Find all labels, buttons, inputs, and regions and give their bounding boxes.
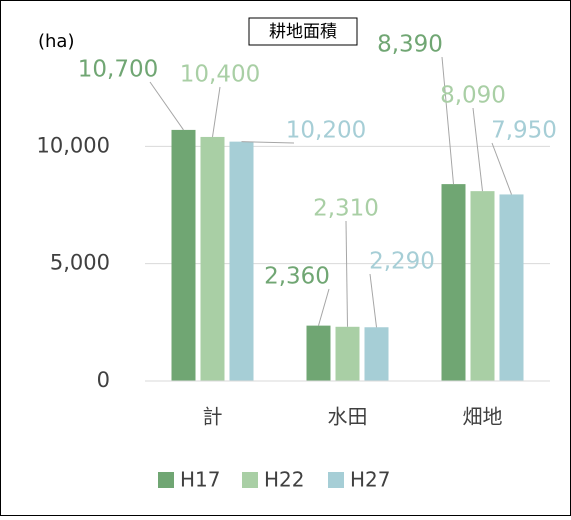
title-box bbox=[248, 17, 358, 46]
leader-line bbox=[149, 81, 184, 131]
y-tick-label: 5,000 bbox=[50, 251, 110, 275]
x-tick-label: 畑地 bbox=[463, 405, 503, 429]
y-axis-label: (ha) bbox=[38, 31, 74, 52]
leader-line bbox=[491, 142, 512, 195]
legend-label: H27 bbox=[350, 468, 391, 492]
x-tick-label: 水田 bbox=[328, 405, 368, 429]
legend-swatch bbox=[242, 472, 258, 488]
bar bbox=[441, 184, 466, 381]
bar bbox=[499, 194, 524, 381]
data-label: 2,290 bbox=[369, 249, 435, 275]
leader-line bbox=[345, 220, 348, 327]
legend-label: H17 bbox=[180, 468, 221, 492]
bar bbox=[470, 191, 495, 381]
y-tick-label: 0 bbox=[97, 368, 110, 392]
data-label: 10,400 bbox=[180, 62, 260, 88]
legend-label: H22 bbox=[264, 468, 305, 492]
data-label: 2,310 bbox=[313, 196, 379, 222]
leader-line bbox=[369, 273, 377, 328]
data-label: 7,950 bbox=[491, 118, 557, 144]
bar bbox=[200, 136, 225, 381]
data-label: 8,390 bbox=[377, 32, 443, 58]
leader-line bbox=[441, 56, 454, 185]
x-tick-label: 計 bbox=[203, 405, 223, 429]
bar bbox=[364, 327, 389, 381]
leader-line bbox=[241, 141, 295, 144]
bar bbox=[171, 129, 196, 381]
leader-line bbox=[472, 107, 483, 192]
legend-swatch bbox=[328, 472, 344, 488]
y-tick-label: 10,000 bbox=[37, 133, 110, 157]
bar bbox=[306, 325, 331, 381]
data-label: 10,700 bbox=[78, 57, 158, 83]
legend-swatch bbox=[158, 472, 174, 488]
data-label: 2,360 bbox=[264, 264, 330, 290]
chart-title: 耕地面積 bbox=[269, 22, 337, 42]
bar bbox=[335, 326, 360, 381]
data-label: 10,200 bbox=[286, 118, 366, 144]
data-label: 8,090 bbox=[440, 83, 506, 109]
leader-line bbox=[318, 288, 330, 326]
bar bbox=[229, 141, 254, 381]
leader-line bbox=[212, 86, 221, 138]
